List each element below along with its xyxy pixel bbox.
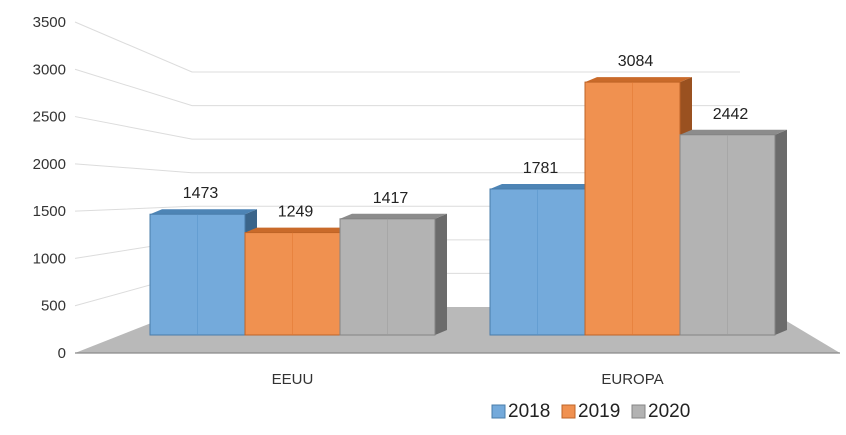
legend-label-2020: 2020 xyxy=(648,401,690,422)
legend-swatch-2020 xyxy=(631,404,646,419)
y-tick-3500: 3500 xyxy=(33,14,66,31)
data-label-EEUU-2018: 1473 xyxy=(183,185,219,202)
bar-top-EEUU-2018 xyxy=(150,209,257,215)
bar-top-EEUU-2020 xyxy=(340,213,447,219)
gridline-3000 xyxy=(74,68,740,107)
category-label-EUROPA: EUROPA xyxy=(601,371,663,388)
gridline-3500 xyxy=(74,21,740,73)
data-labels: 1473 1249 1417 1781 3084 2442 xyxy=(183,53,749,220)
legend-label-2019: 2019 xyxy=(578,401,620,422)
category-label-EEUU: EEUU xyxy=(272,371,314,388)
y-tick-2500: 2500 xyxy=(33,109,66,126)
legend-label-2018: 2018 xyxy=(508,401,550,422)
grid-lines xyxy=(74,21,740,307)
y-tick-500: 500 xyxy=(41,298,66,315)
bar-top-EEUU-2019 xyxy=(245,227,352,233)
bar-top-EUROPA-2020 xyxy=(680,129,787,135)
data-label-EEUU-2019: 1249 xyxy=(278,204,314,221)
bar-side-EEUU-2020 xyxy=(435,213,447,335)
data-label-EUROPA-2020: 2442 xyxy=(713,106,749,123)
bars xyxy=(149,77,787,336)
data-label-EUROPA-2018: 1781 xyxy=(523,160,559,177)
legend-swatch-2019 xyxy=(561,404,576,419)
y-axis-ticks: 0 500 1000 1500 2000 2500 3000 3500 xyxy=(33,14,66,362)
bar-side-EUROPA-2020 xyxy=(775,129,787,335)
bar-top-EUROPA-2019 xyxy=(585,77,692,83)
y-tick-0: 0 xyxy=(58,345,66,362)
legend: 2018 2019 2020 xyxy=(491,401,690,422)
y-tick-1000: 1000 xyxy=(33,250,66,267)
data-label-EEUU-2020: 1417 xyxy=(373,190,409,207)
gridline-2500 xyxy=(74,116,740,140)
data-label-EUROPA-2019: 3084 xyxy=(618,53,654,70)
gridline-2000 xyxy=(74,163,740,174)
x-axis-categories: EEUU EUROPA xyxy=(272,371,664,388)
y-tick-1500: 1500 xyxy=(33,203,66,220)
bar-top-EUROPA-2018 xyxy=(490,183,597,189)
y-tick-3000: 3000 xyxy=(33,61,66,78)
legend-swatch-2018 xyxy=(491,404,506,419)
y-tick-2000: 2000 xyxy=(33,156,66,173)
